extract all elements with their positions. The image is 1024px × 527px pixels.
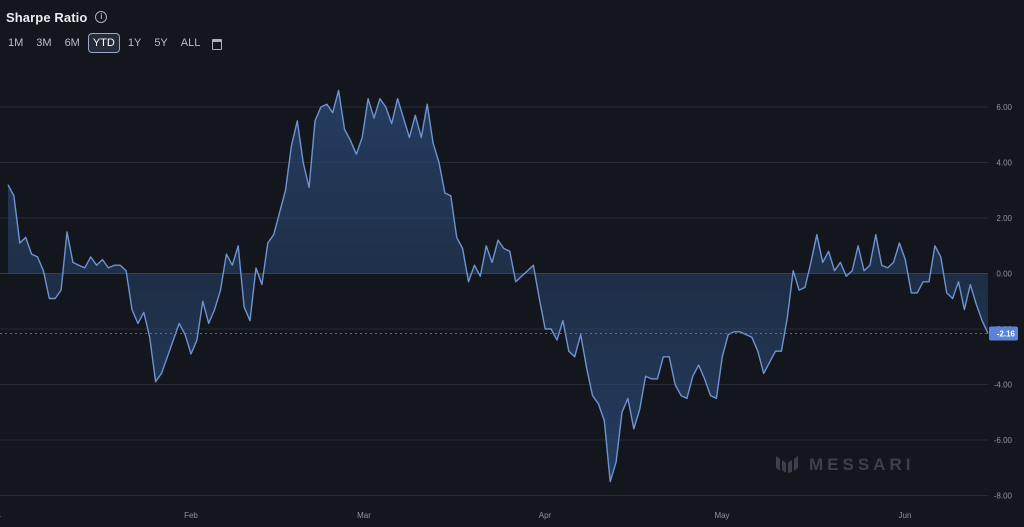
negative-area xyxy=(8,273,988,482)
range-button-all[interactable]: ALL xyxy=(180,37,201,49)
y-tick-label: 2.00 xyxy=(996,214,1012,223)
range-button-1m[interactable]: 1M xyxy=(8,37,24,49)
range-button-ytd[interactable]: YTD xyxy=(87,33,120,53)
y-tick-label: 0.00 xyxy=(996,270,1012,279)
last-value-badge xyxy=(989,326,1018,341)
watermark: MESSARI xyxy=(776,455,914,474)
x-tick-label: Feb xyxy=(184,511,198,520)
messari-logo-icon xyxy=(776,456,798,473)
y-tick-label: 6.00 xyxy=(996,103,1012,112)
range-button-1y[interactable]: 1Y xyxy=(127,37,142,49)
y-tick-label: -8.00 xyxy=(994,492,1013,501)
x-axis-ticks: 2024 Feb Mar Apr May Jun xyxy=(0,511,911,520)
chart-header: Sharpe Ratio i xyxy=(6,6,108,28)
range-button-3m[interactable]: 3M xyxy=(36,37,52,49)
x-tick-label: May xyxy=(714,511,729,520)
range-button-5y[interactable]: 5Y xyxy=(154,37,168,49)
range-button-6m[interactable]: 6M xyxy=(64,37,80,49)
info-icon[interactable]: i xyxy=(95,11,108,23)
y-axis-ticks: 6.004.002.000.00-2.00-4.00-6.00-8.00 xyxy=(994,103,1013,501)
last-value-marker: -2.16 xyxy=(0,326,1018,341)
sharpe-ratio-line[interactable] xyxy=(7,89,989,483)
x-tick-label: Jun xyxy=(899,511,912,520)
last-value-label: -2.16 xyxy=(997,329,1016,338)
watermark-text: MESSARI xyxy=(809,455,914,474)
y-tick-label: -4.00 xyxy=(994,381,1013,390)
range-selector: 1M 3M 6M YTD 1Y 5Y ALL xyxy=(3,33,223,53)
x-tick-label: Apr xyxy=(539,511,552,520)
y-tick-label: -6.00 xyxy=(994,436,1013,445)
calendar-icon[interactable] xyxy=(212,38,223,50)
chart-title: Sharpe Ratio xyxy=(6,9,88,25)
y-tick-label: 4.00 xyxy=(996,159,1012,168)
x-tick-label: Mar xyxy=(357,511,371,520)
x-tick-label: 2024 xyxy=(0,511,1,520)
plot-area xyxy=(7,89,989,483)
